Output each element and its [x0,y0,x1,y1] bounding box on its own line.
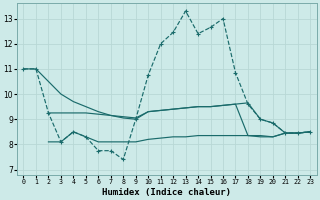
X-axis label: Humidex (Indice chaleur): Humidex (Indice chaleur) [102,188,231,197]
